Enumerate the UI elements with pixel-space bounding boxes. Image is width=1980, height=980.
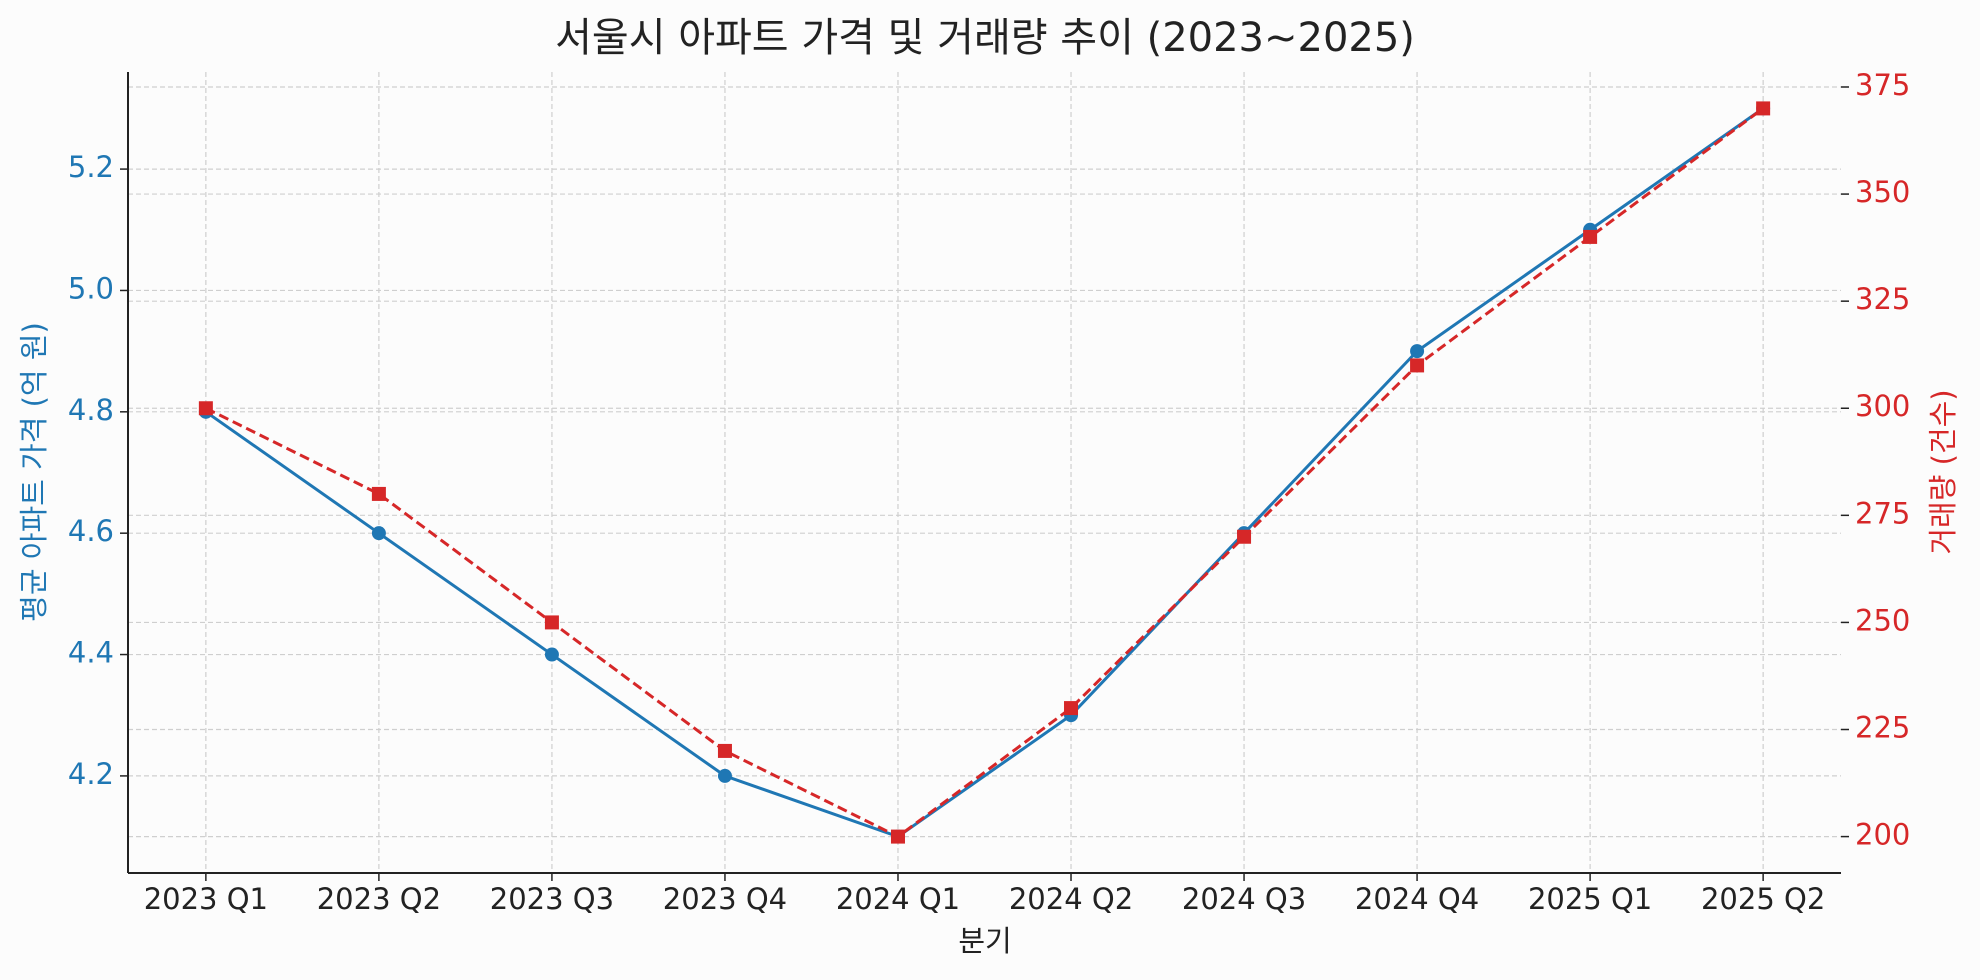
point [890,829,905,844]
x-tick-label: 2023 Q1 [144,882,268,916]
y2-tick-label: 375 [1855,68,1910,102]
x-tick-label: 2025 Q2 [1701,882,1825,916]
y-tick-label: 5.2 [68,150,114,184]
point [717,768,732,783]
point [1756,101,1771,116]
y-tick-label: 4.6 [68,514,114,548]
series-line [205,107,1765,839]
point [544,615,559,630]
x-tick-label: 2025 Q1 [1528,882,1652,916]
x-tick-label: 2024 Q1 [836,882,960,916]
y2-tick-label: 225 [1855,711,1910,745]
x-tick-label: 2024 Q4 [1355,882,1479,916]
point [1064,701,1079,716]
y2-tick-label: 200 [1855,818,1910,852]
y-tick-label: 5.0 [68,271,114,305]
y-tick-label: 4.2 [68,757,114,791]
x-tick-label: 2023 Q3 [490,882,614,916]
y-tick-label: 4.4 [68,636,114,670]
y2-tick-label: 250 [1855,603,1910,637]
point [1410,344,1425,359]
y2-axis-label: 거래량 (건수) [1926,389,1960,554]
x-tick-label: 2024 Q2 [1009,882,1133,916]
y-axis-label: 평균 아파트 가격 (억 원) [17,322,51,622]
y2-tick-label: 275 [1855,496,1910,530]
point [371,486,386,501]
x-tick-label: 2023 Q2 [317,882,441,916]
y-tick-label: 4.8 [68,393,114,427]
x-tick-label: 2023 Q4 [663,882,787,916]
x-tick-label: 2024 Q3 [1182,882,1306,916]
point [198,401,213,416]
series-line [205,107,1765,839]
point [544,647,559,662]
point [1410,358,1425,373]
chart-title: 서울시 아파트 가격 및 거래량 추이 (2023~2025) [555,15,1415,61]
point [1583,229,1598,244]
point [371,526,386,541]
x-axis-label: 분기 [958,924,1011,958]
y2-tick-label: 325 [1855,282,1910,316]
point [1237,529,1252,544]
point [717,743,732,758]
y2-tick-label: 350 [1855,175,1910,209]
y2-tick-label: 300 [1855,389,1910,423]
